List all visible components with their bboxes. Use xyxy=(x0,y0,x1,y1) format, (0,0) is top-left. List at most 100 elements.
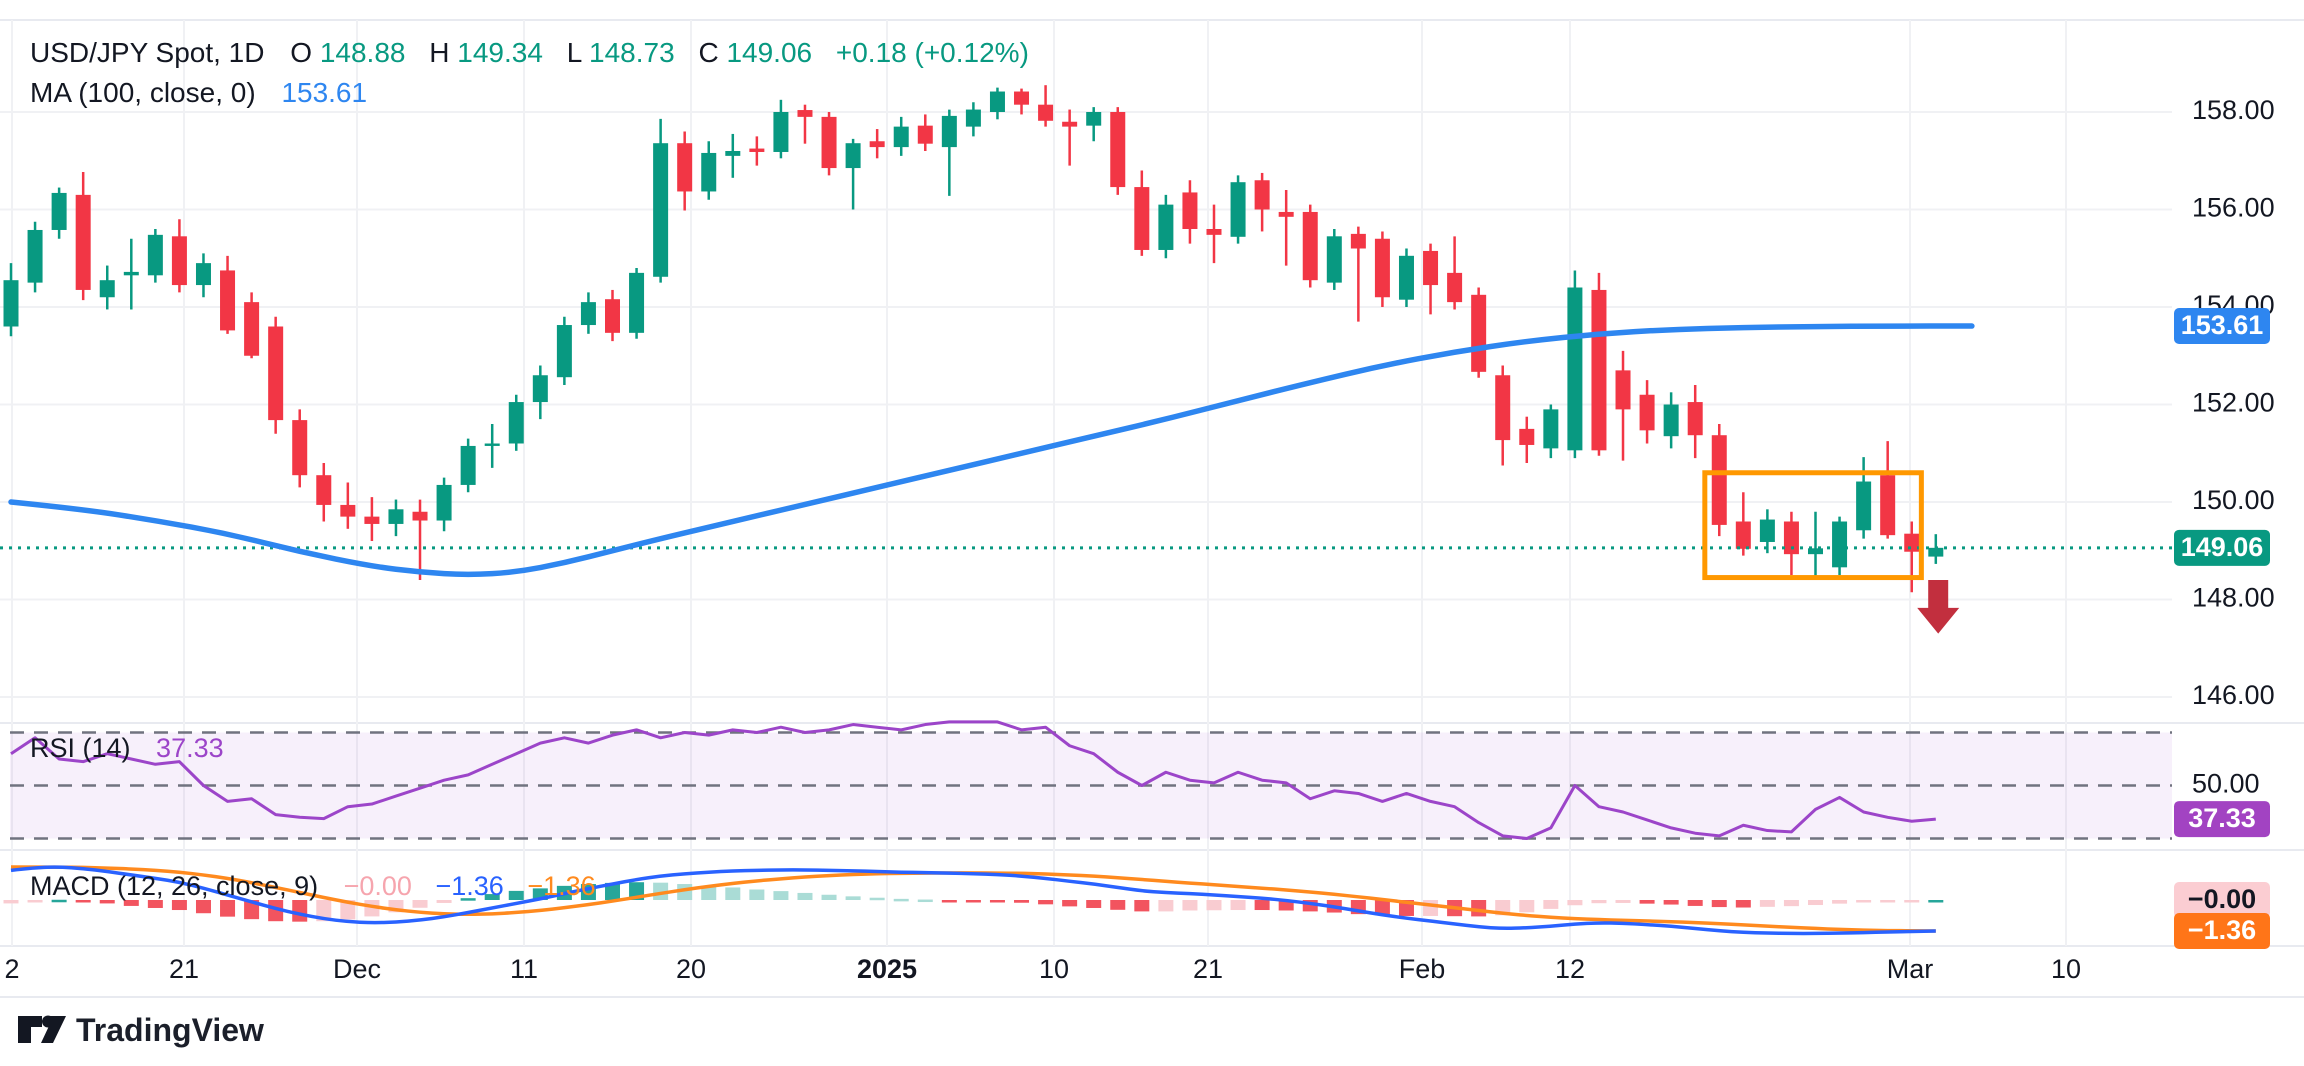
candle-down[interactable] xyxy=(268,326,284,421)
candle-down[interactable] xyxy=(364,516,380,524)
candle-up[interactable] xyxy=(195,263,211,286)
candle-down[interactable] xyxy=(1711,435,1727,525)
macd-histogram-bar[interactable] xyxy=(869,897,885,901)
candle-down[interactable] xyxy=(1134,187,1150,250)
time-axis[interactable]: 2 21 Dec 11 20 2025 10 21 Feb 12 Mar 10 xyxy=(4,954,2081,984)
price-axis[interactable]: 158.00156.00154.00152.00150.00148.00146.… xyxy=(2192,95,2275,799)
candle-up[interactable] xyxy=(3,280,19,327)
macd-histogram-bar[interactable] xyxy=(1808,900,1823,906)
candle-up[interactable] xyxy=(484,443,500,446)
candle-down[interactable] xyxy=(605,299,620,333)
macd-histogram-bar[interactable] xyxy=(340,900,356,920)
macd-histogram-bar[interactable] xyxy=(147,900,163,908)
candle-down[interactable] xyxy=(917,125,933,144)
macd-histogram-bar[interactable] xyxy=(1254,900,1270,911)
candle-up[interactable] xyxy=(1567,287,1583,451)
macd-histogram-bar[interactable] xyxy=(27,900,43,903)
candle-down[interactable] xyxy=(1615,370,1631,410)
macd-histogram-bar[interactable] xyxy=(1904,900,1920,903)
candle-up[interactable] xyxy=(893,126,909,148)
candle-up[interactable] xyxy=(1326,236,1342,283)
highlight-box[interactable] xyxy=(1702,470,1924,581)
macd-histogram-bar[interactable] xyxy=(1711,900,1727,908)
ma100-line[interactable] xyxy=(8,323,1975,578)
candle-up[interactable] xyxy=(1759,519,1775,542)
candle-up[interactable] xyxy=(941,115,957,148)
macd-histogram-bar[interactable] xyxy=(195,900,211,914)
candle-down[interactable] xyxy=(75,194,91,290)
macd-histogram-bar[interactable] xyxy=(1543,900,1559,909)
candle-up[interactable] xyxy=(580,302,596,326)
macd-histogram-bar[interactable] xyxy=(123,900,139,906)
macd-histogram-bar[interactable] xyxy=(1687,900,1703,906)
down-arrow-icon[interactable] xyxy=(1917,580,1960,634)
rsi-pane[interactable] xyxy=(10,720,1936,840)
candle-up[interactable] xyxy=(1398,255,1414,300)
macd-histogram-bar[interactable] xyxy=(725,887,741,900)
candle-down[interactable] xyxy=(1302,211,1318,281)
candle-down[interactable] xyxy=(1038,104,1054,121)
macd-histogram-bar[interactable] xyxy=(412,900,428,908)
candle-up[interactable] xyxy=(123,271,139,276)
candle-down[interactable] xyxy=(171,236,187,286)
macd-histogram-bar[interactable] xyxy=(484,894,500,900)
macd-histogram-bar[interactable] xyxy=(1591,900,1607,904)
candle-down[interactable] xyxy=(1639,394,1655,431)
macd-histogram-bar[interactable] xyxy=(436,900,452,903)
candle-up[interactable] xyxy=(965,109,981,127)
candle-up[interactable] xyxy=(1158,204,1174,250)
candle-down[interactable] xyxy=(677,143,693,192)
macd-histogram-bar[interactable] xyxy=(532,888,548,900)
macd-histogram-bar[interactable] xyxy=(1735,900,1751,908)
candle-down[interactable] xyxy=(220,270,236,331)
candle-down[interactable] xyxy=(316,475,332,505)
candle-up[interactable] xyxy=(556,325,572,378)
candle-down[interactable] xyxy=(340,504,356,517)
macd-histogram-bar[interactable] xyxy=(220,900,236,917)
macd-histogram-bar[interactable] xyxy=(1759,900,1775,907)
macd-histogram-bar[interactable] xyxy=(1880,900,1896,903)
candle-down[interactable] xyxy=(797,110,813,117)
macd-line[interactable] xyxy=(10,865,1936,936)
macd-histogram-bar[interactable] xyxy=(797,892,813,900)
macd-histogram-bar[interactable] xyxy=(1856,900,1872,903)
macd-histogram-bar[interactable] xyxy=(1663,900,1679,905)
candle-down[interactable] xyxy=(412,511,428,521)
macd-histogram-bar[interactable] xyxy=(965,900,981,903)
candle-down[interactable] xyxy=(1278,211,1294,217)
macd-histogram-bar[interactable] xyxy=(749,889,765,900)
macd-histogram-bar[interactable] xyxy=(1014,900,1030,903)
macd-histogram-bar[interactable] xyxy=(1783,900,1799,907)
macd-histogram-bar[interactable] xyxy=(1134,900,1150,912)
macd-histogram-bar[interactable] xyxy=(3,900,19,904)
macd-histogram-bar[interactable] xyxy=(917,899,933,903)
candle-down[interactable] xyxy=(1062,121,1078,127)
macd-histogram-bar[interactable] xyxy=(51,899,67,903)
candle-up[interactable] xyxy=(1663,404,1679,437)
macd-histogram-bar[interactable] xyxy=(1110,900,1126,910)
candle-down[interactable] xyxy=(1880,475,1896,536)
macd-histogram-bar[interactable] xyxy=(1230,900,1246,911)
candle-up[interactable] xyxy=(436,484,452,521)
candle-up[interactable] xyxy=(1928,547,1944,557)
candle-down[interactable] xyxy=(1519,428,1535,445)
candle-down[interactable] xyxy=(1591,289,1607,451)
candle-down[interactable] xyxy=(1904,533,1920,552)
candle-down[interactable] xyxy=(1254,180,1270,210)
macd-histogram-bar[interactable] xyxy=(1567,900,1583,906)
candle-up[interactable] xyxy=(701,152,717,192)
macd-histogram-bar[interactable] xyxy=(701,885,717,900)
candle-down[interactable] xyxy=(1783,521,1799,555)
macd-histogram-bar[interactable] xyxy=(821,894,837,900)
candle-down[interactable] xyxy=(1374,238,1390,298)
macd-histogram-bar[interactable] xyxy=(171,900,187,911)
candle-down[interactable] xyxy=(1182,192,1198,229)
candle-up[interactable] xyxy=(532,375,548,403)
macd-histogram-bar[interactable] xyxy=(1374,900,1390,916)
macd-histogram-bar[interactable] xyxy=(1086,900,1102,908)
macd-histogram-bar[interactable] xyxy=(268,900,284,922)
candle-down[interactable] xyxy=(1735,521,1751,549)
macd-histogram-bar[interactable] xyxy=(316,900,332,922)
candle-up[interactable] xyxy=(653,143,669,277)
macd-histogram-bar[interactable] xyxy=(1302,900,1318,912)
